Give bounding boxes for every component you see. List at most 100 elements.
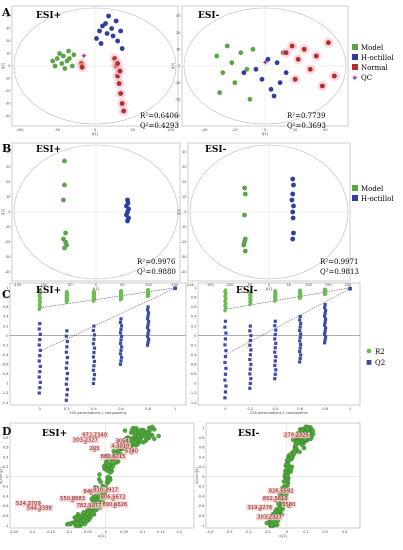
- plot-b-esipos-point-model-7: [63, 239, 68, 245]
- plot-d-esipos-feature-237: [137, 429, 142, 434]
- plot-b-esineg-xtick-3: -50: [246, 283, 252, 287]
- plot-a-esipos-point-hoctillol-11: [98, 41, 104, 46]
- stat-b-neg-q2: Q²=0.9813: [320, 268, 359, 276]
- plot-d-esipos-feature-247: [110, 464, 116, 469]
- plot-b-esipos-point-hoctillol-6: [125, 218, 130, 224]
- plot-a-esipos-point-normal-4: [118, 91, 124, 96]
- plot-a-esipos-point-hoctillol-1: [97, 28, 102, 34]
- plot-c-esipos-ytick-4: 0.2: [3, 324, 9, 328]
- plot-d-esipos-xtick-3: -0.1: [65, 530, 72, 534]
- plot-d-esineg-feature-177: [297, 449, 302, 455]
- plot-d-esineg-feature-213: [276, 501, 281, 507]
- plot-d-esipos-marker-bg-12: [75, 502, 103, 509]
- plot-c-esineg-q2-mark-3-11: [299, 321, 303, 326]
- plot-c-esipos-q2-mark-4-13: [146, 305, 150, 309]
- plot-d-esipos-feature-251: [91, 494, 97, 499]
- plot-b-esi-pos: -150 -100 -50 0 50 100 150403020100-10-20-30-4…: [1, 142, 181, 291]
- plot-b-esineg-xtick-0: -200: [186, 283, 194, 287]
- plot-b-esineg-ytick-5: -10: [181, 225, 187, 229]
- plot-c-esipos-q2-mark-0-13: [38, 322, 42, 326]
- plot-d-esipos-xlabel: p[1]: [98, 534, 106, 538]
- plot-d-esipos-feature-242: [103, 461, 109, 466]
- plot-c-esipos-r2-mark-0-13: [38, 288, 42, 292]
- plot-b-esipos-ytick-6: -20: [5, 240, 11, 244]
- plot-c-esipos-q2-mark-0-6: [37, 359, 41, 363]
- plot-d-esipos-feature-152: [152, 436, 157, 442]
- plot-c-esineg-ytick-7: -0.4: [190, 353, 198, 357]
- plot-b-esineg-point-hoctillol-6: [290, 215, 296, 221]
- plot-d-esipos-ytick-5: 0: [6, 475, 8, 479]
- plot-d-esipos-marker-bg-3: [110, 442, 131, 449]
- plot-d-esineg-xtick-5: 0.1: [303, 530, 309, 534]
- plot-b-esineg-point-hoctillol-8: [290, 236, 296, 242]
- plot-d-esipos-feature-104: [141, 440, 146, 445]
- plot-a-esineg-point-hoctillol-4: [268, 86, 274, 92]
- plot-c-esineg-q2-mark-1-1: [248, 381, 252, 386]
- plot-c-esineg-q2-mark-2-7: [273, 346, 277, 350]
- plot-d-esipos-marker-label-11: 524.3709: [16, 501, 41, 507]
- plot-c-esineg-xlabel: 200 permutations 1 components: [250, 411, 307, 415]
- plot-a-esineg-ylabel: t[2]: [171, 62, 175, 69]
- plot-d-esineg-ytick-1: 0.8: [199, 436, 205, 440]
- plot-c-esineg-ytick-8: -0.6: [190, 363, 197, 367]
- plot-d-esipos-marker-bg-9: [59, 495, 86, 502]
- plot-d-esipos-feature-99: [128, 430, 134, 435]
- plot-c-esipos-q2-mark-3-1: [119, 359, 123, 363]
- plot-c-esipos-q2-mark-4-9: [145, 317, 150, 321]
- plot-d-esineg-feature-253: [288, 452, 293, 457]
- plot-b-esipos-ytick-0: 40: [6, 150, 10, 154]
- plot-a-esineg-ytick-4: -10: [175, 81, 181, 85]
- plot-c-esipos-q2-mark-3-5: [119, 345, 124, 349]
- plot-c-esineg-q2-mark-3-2: [299, 353, 303, 357]
- plot-c-esipos-q2-mark-3-7: [119, 338, 123, 342]
- plot-c-esipos-q2-mark-0-3: [37, 375, 41, 379]
- plot-a-esipos-xtick-4: 100: [167, 128, 174, 132]
- plot-a-esipos-point-normal-3: [116, 81, 122, 86]
- plot-a-esineg-ytick-5: -20: [175, 98, 181, 102]
- plot-c-esineg-q2-mark-3-10: [298, 325, 302, 329]
- plot-a-esipos-point-hoctillol-8: [115, 38, 121, 44]
- plot-c-esi-pos: 0 0.2 0.4 0.6 0.8 1 1 0.8 0.6 0.4 0.2 0 -0.2 -0.4 -0.6…: [2, 282, 187, 415]
- plot-a-esineg-ytick-0: 30: [176, 14, 180, 18]
- plot-c-esipos-q2-mark-1-11: [65, 339, 70, 344]
- plot-d-esipos-marker-bg-2: [115, 438, 130, 445]
- plot-c-esipos-r2-mark-1-13: [65, 289, 69, 294]
- plot-d-esipos-marker-bg-1: [72, 437, 99, 444]
- plot-c-esineg-q2-mark-3-0: [298, 360, 302, 364]
- plot-a-esineg-point-model-0: [214, 53, 220, 59]
- plot-c-esipos-q2-mark-3-10: [119, 327, 123, 331]
- plot-d-esipos-marker-label-5: 5740: [125, 448, 138, 454]
- plot-b-esineg-xtick-6: 100: [305, 283, 312, 287]
- plot-b-esipos-ytick-1: 30: [6, 165, 10, 169]
- plot-c-esipos-q2-mark-0-8: [38, 348, 42, 352]
- plot-a-esineg-point-model-7: [250, 46, 256, 52]
- plot-c-esineg-q2-final: [348, 286, 352, 291]
- plot-b-esineg-point-hoctillol-0: [290, 176, 296, 182]
- plot-b-esineg-ytick-0: 40: [182, 150, 186, 154]
- plot-d-esineg-feature-258: [285, 457, 291, 462]
- plot-d-esineg-frame: [205, 422, 361, 529]
- plot-c-esipos-q2-mark-4-8: [147, 320, 151, 324]
- plot-c-esineg-q2-mark-0-9: [223, 343, 227, 347]
- plot-c-esineg-q2-mark-0-10: [223, 337, 228, 341]
- plot-a-esineg-point-hoctillol-9: [271, 93, 277, 99]
- legend-b-model: Model: [361, 185, 384, 193]
- plot-c-esipos-frame: [9, 282, 187, 406]
- plot-c-esineg-q2-mark-4-2: [324, 335, 328, 339]
- plot-c-esipos-q2-mark-3-9: [118, 331, 123, 335]
- plot-c-esineg-q2-mark-0-6: [223, 360, 227, 365]
- plot-c-esipos-q2-mark-3-0: [118, 362, 123, 366]
- plot-a-esineg-point-hoctillol-8: [283, 70, 289, 76]
- plot-d-esipos-xtick-2: -0.15: [46, 530, 55, 534]
- plot-c-esineg-q2-mark-4-0: [323, 341, 327, 345]
- legend-c-q2: Q2: [375, 359, 385, 367]
- plot-c-esipos-q2-mark-1-3: [64, 382, 68, 386]
- plot-c-esineg-q2-mark-3-1: [298, 356, 302, 361]
- plot-c-esineg-q2-mark-1-4: [248, 367, 252, 371]
- plot-c-esineg-q2-mark-4-3: [323, 332, 327, 336]
- plot-d-esineg-ytick-10: -1: [201, 524, 205, 528]
- plot-d-esineg-ytick-8: -0.6: [198, 504, 205, 508]
- plot-a-esineg-point-model-8: [217, 90, 223, 96]
- plot-d-esipos-feature-173: [111, 448, 116, 454]
- plot-d-esipos-ytick-9: -0.8: [2, 514, 9, 518]
